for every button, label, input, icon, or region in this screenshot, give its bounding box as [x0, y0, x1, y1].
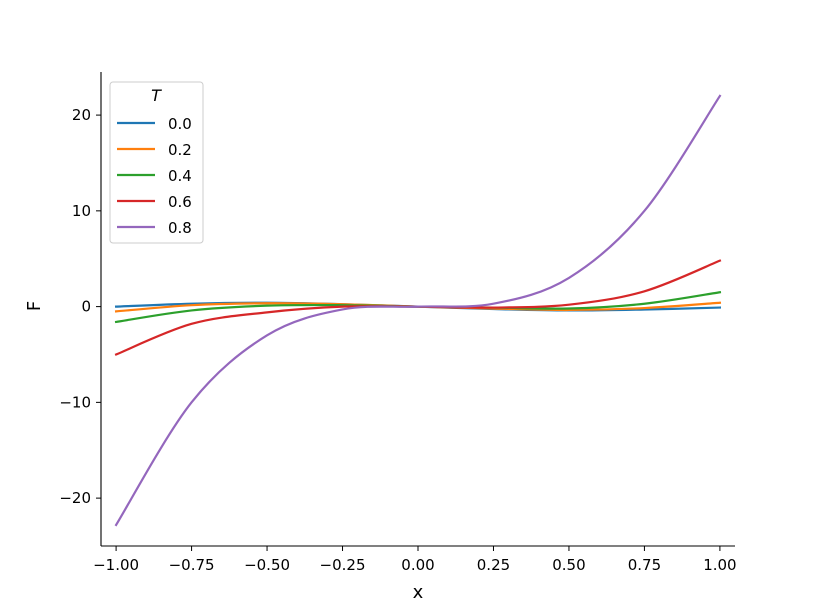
legend-items: 0.0 0.2 0.4 0.6 0.8 — [117, 115, 192, 237]
y-axis-ticks: −20 −10 0 10 20 — [59, 106, 101, 507]
x-tick-label: 1.00 — [703, 556, 736, 574]
y-tick-label: −10 — [59, 393, 91, 411]
legend-entry-label: 0.2 — [168, 141, 192, 159]
y-tick-label: −20 — [59, 489, 91, 507]
x-tick-label: 0.25 — [477, 556, 510, 574]
x-axis-ticks: −1.00 −0.75 −0.50 −0.25 0.00 0.25 0.50 0.75 1.00 — [93, 546, 737, 574]
legend-entry-label: 0.8 — [168, 219, 192, 237]
series-layer — [114, 94, 722, 527]
x-tick-label: 0.50 — [552, 556, 585, 574]
y-tick-label: 0 — [81, 298, 91, 316]
legend-entry-label: 0.6 — [168, 193, 192, 211]
x-tick-label: −0.50 — [244, 556, 290, 574]
x-tick-label: −0.75 — [169, 556, 215, 574]
y-axis-label: F — [24, 301, 45, 311]
y-tick-label: 20 — [72, 106, 91, 124]
series-line-4 — [114, 94, 722, 527]
x-tick-label: −0.25 — [320, 556, 366, 574]
legend-title: T — [151, 86, 162, 105]
legend-entry-label: 0.0 — [168, 115, 192, 133]
x-tick-label: 0.00 — [401, 556, 434, 574]
x-axis-label: x — [413, 582, 424, 603]
y-tick-label: 10 — [72, 202, 91, 220]
legend: T 0.0 0.2 0.4 0.6 0.8 — [109, 81, 204, 244]
legend-entry-label: 0.4 — [168, 167, 192, 185]
x-tick-label: −1.00 — [93, 556, 139, 574]
x-tick-label: 0.75 — [628, 556, 661, 574]
